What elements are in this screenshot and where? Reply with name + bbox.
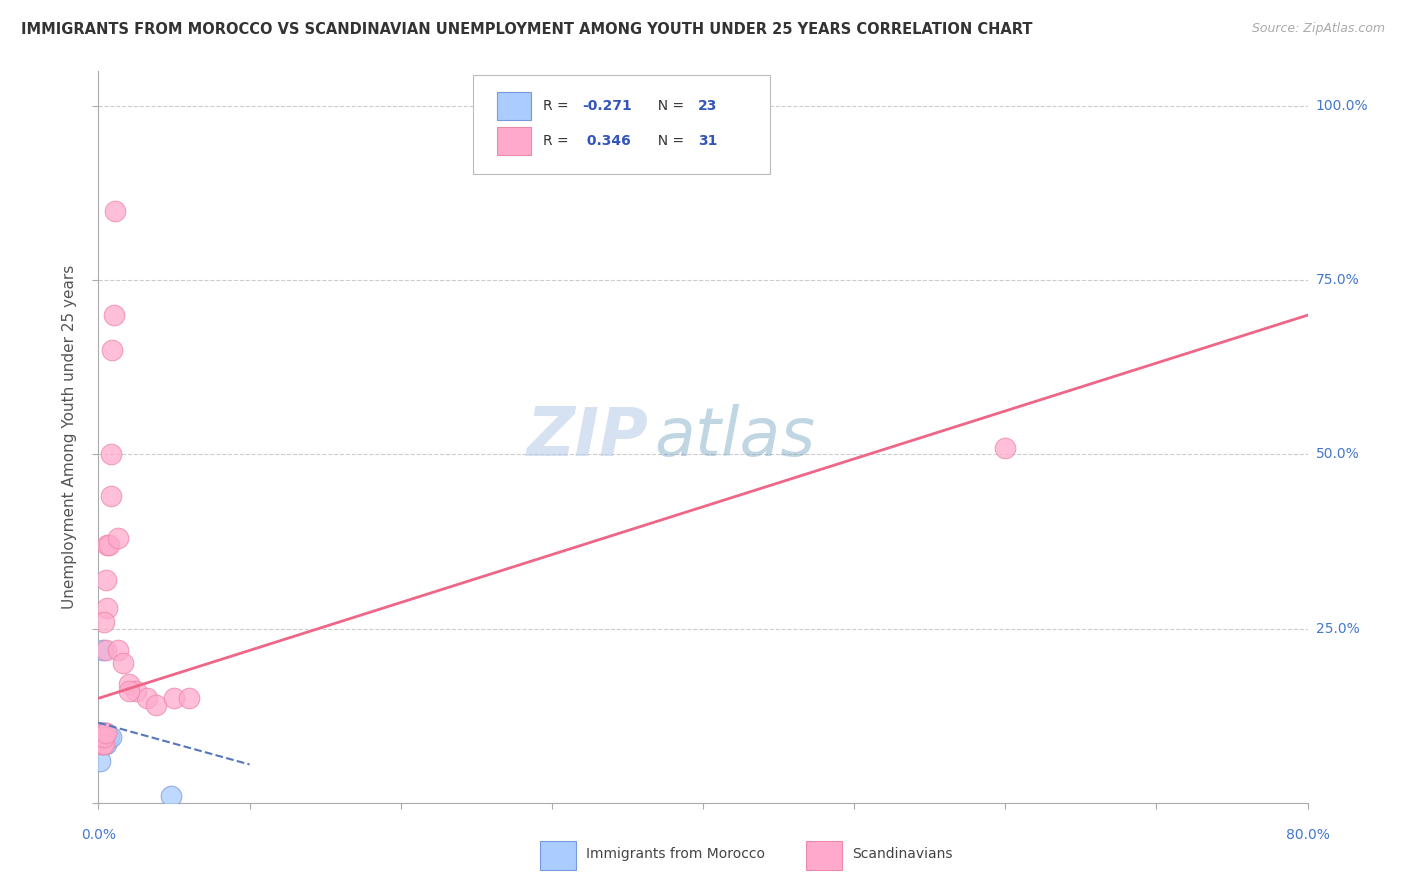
Text: R =: R =	[543, 99, 574, 112]
Point	[179, 691, 201, 706]
Point	[100, 489, 122, 503]
Point	[93, 730, 115, 744]
Point	[90, 737, 112, 751]
Point	[163, 691, 186, 706]
Point	[135, 691, 157, 706]
Point	[101, 343, 124, 357]
Point	[107, 642, 129, 657]
Point	[89, 754, 111, 768]
Point	[100, 730, 122, 744]
Point	[93, 737, 115, 751]
Point	[89, 730, 111, 744]
Point	[91, 730, 114, 744]
Text: 0.0%: 0.0%	[82, 828, 115, 842]
Point	[98, 730, 121, 744]
Text: ZIP: ZIP	[527, 404, 648, 470]
Text: N =: N =	[648, 134, 688, 148]
Point	[96, 538, 118, 552]
Text: atlas: atlas	[655, 404, 815, 470]
Text: 31: 31	[699, 134, 717, 148]
Point	[96, 600, 118, 615]
Point	[93, 737, 115, 751]
Text: R =: R =	[543, 134, 574, 148]
Point	[94, 737, 117, 751]
Point	[107, 531, 129, 545]
Point	[125, 684, 148, 698]
Text: 75.0%: 75.0%	[1316, 273, 1360, 287]
Point	[91, 737, 114, 751]
FancyBboxPatch shape	[498, 127, 531, 154]
Point	[93, 615, 115, 629]
Point	[90, 733, 112, 747]
Text: Scandinavians: Scandinavians	[852, 847, 952, 861]
Text: 25.0%: 25.0%	[1316, 622, 1360, 636]
Point	[91, 737, 114, 751]
Point	[94, 726, 117, 740]
Point	[89, 737, 111, 751]
Point	[94, 573, 117, 587]
Point	[96, 730, 118, 744]
Point	[93, 730, 115, 744]
Point	[145, 698, 167, 713]
Point	[91, 730, 114, 744]
Text: 100.0%: 100.0%	[1316, 99, 1368, 113]
FancyBboxPatch shape	[498, 92, 531, 120]
Point	[90, 726, 112, 740]
Y-axis label: Unemployment Among Youth under 25 years: Unemployment Among Youth under 25 years	[62, 265, 77, 609]
Text: 0.346: 0.346	[582, 134, 631, 148]
Point	[94, 726, 117, 740]
Point	[160, 789, 183, 803]
Point	[91, 726, 114, 740]
Point	[89, 730, 111, 744]
Point	[94, 733, 117, 747]
Text: -0.271: -0.271	[582, 99, 631, 112]
FancyBboxPatch shape	[806, 841, 842, 870]
Point	[103, 308, 125, 322]
Text: 80.0%: 80.0%	[1285, 828, 1330, 842]
Point	[994, 441, 1017, 455]
Point	[90, 730, 112, 744]
Point	[89, 726, 111, 740]
Point	[93, 726, 115, 740]
Point	[111, 657, 134, 671]
FancyBboxPatch shape	[474, 75, 769, 174]
Text: Immigrants from Morocco: Immigrants from Morocco	[586, 847, 765, 861]
Point	[98, 538, 121, 552]
Point	[104, 203, 127, 218]
Text: N =: N =	[648, 99, 688, 112]
Text: 50.0%: 50.0%	[1316, 448, 1360, 461]
Point	[100, 448, 122, 462]
Text: Source: ZipAtlas.com: Source: ZipAtlas.com	[1251, 22, 1385, 36]
Text: 23: 23	[699, 99, 717, 112]
Point	[91, 726, 114, 740]
Point	[94, 642, 117, 657]
Point	[118, 684, 141, 698]
Point	[91, 642, 114, 657]
Text: IMMIGRANTS FROM MOROCCO VS SCANDINAVIAN UNEMPLOYMENT AMONG YOUTH UNDER 25 YEARS : IMMIGRANTS FROM MOROCCO VS SCANDINAVIAN …	[21, 22, 1032, 37]
Point	[93, 733, 115, 747]
Point	[90, 737, 112, 751]
Point	[118, 677, 141, 691]
Point	[91, 733, 114, 747]
FancyBboxPatch shape	[540, 841, 576, 870]
